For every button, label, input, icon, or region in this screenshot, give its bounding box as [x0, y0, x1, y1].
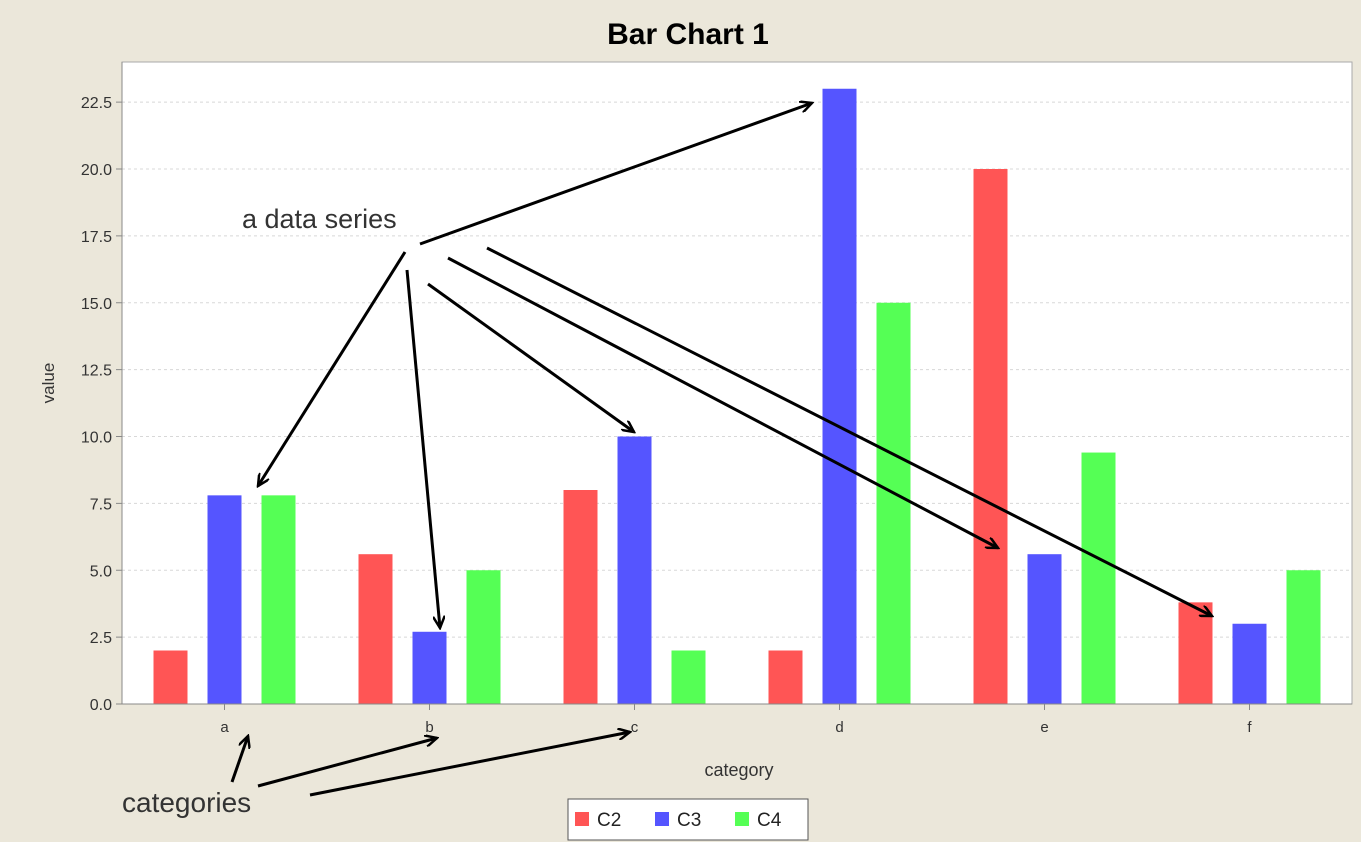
x-tick-label: d: [835, 719, 843, 736]
y-tick-label: 7.5: [90, 496, 112, 513]
y-axis-label: value: [39, 363, 58, 404]
y-tick-label: 5.0: [90, 563, 112, 580]
y-tick-label: 2.5: [90, 630, 112, 647]
bar-C3-e: [1027, 554, 1062, 704]
bar-C4-e: [1081, 452, 1116, 704]
bars-layer: [153, 88, 1321, 704]
x-tick-label: b: [425, 719, 433, 736]
bar-C4-f: [1286, 570, 1321, 704]
series-arrow: [427, 282, 634, 432]
bar-C4-a: [261, 495, 296, 704]
legend: C2 C3 C4: [567, 798, 809, 841]
data-series-annotation: a data series: [242, 204, 397, 234]
grid-lines: [122, 101, 1352, 638]
legend-label-C2: C2: [597, 810, 621, 831]
bar-C2-a: [153, 650, 188, 704]
x-tick-label: e: [1040, 719, 1048, 736]
bar-C2-f: [1178, 602, 1213, 704]
bar-C4-b: [466, 570, 501, 704]
bar-C3-b: [412, 631, 447, 704]
y-tick-label: 12.5: [81, 363, 112, 380]
category-arrow: [257, 738, 437, 788]
bar-C2-b: [358, 554, 393, 704]
y-tick-label: 15.0: [81, 296, 112, 313]
bar-C4-d: [876, 302, 911, 704]
x-axis: a b c d e f: [122, 703, 1352, 736]
bar-C3-f: [1232, 623, 1267, 704]
y-tick-label: 10.0: [81, 430, 112, 447]
bar-C3-a: [207, 495, 242, 704]
categories-annotation: categories: [122, 787, 251, 818]
x-axis-label: category: [704, 760, 773, 780]
bar-C4-c: [671, 650, 706, 704]
y-tick-label: 20.0: [81, 162, 112, 179]
series-arrow: [405, 269, 440, 628]
bar-C3-d: [822, 88, 857, 704]
series-arrow: [486, 246, 1212, 618]
bar-C2-e: [973, 169, 1008, 704]
chart-title: Bar Chart 1: [607, 18, 769, 51]
bar-C2-c: [563, 490, 598, 704]
x-tick-label: a: [220, 719, 229, 736]
x-tick-label: c: [631, 719, 639, 736]
y-tick-label: 0.0: [90, 697, 112, 714]
bar-C2-d: [768, 650, 803, 704]
legend-label-C4: C4: [757, 810, 782, 831]
y-axis: 0.0 2.5 5.0 7.5 10.0 12.5 15.0 17.5 20.0 22.5: [81, 62, 123, 714]
legend-label-C3: C3: [677, 810, 701, 831]
y-tick-label: 17.5: [81, 229, 112, 246]
series-arrow: [447, 256, 998, 550]
legend-swatch-C3: [655, 812, 669, 826]
series-arrow: [258, 251, 407, 486]
bar-C3-c: [617, 436, 652, 704]
category-arrow: [309, 732, 630, 797]
legend-swatch-C4: [735, 812, 749, 826]
y-tick-label: 22.5: [81, 95, 112, 112]
plot-area: [121, 61, 1353, 705]
category-arrow: [230, 736, 248, 783]
series-arrow: [419, 103, 812, 246]
x-tick-label: f: [1247, 719, 1252, 736]
legend-swatch-C2: [575, 812, 589, 826]
legend-box: [567, 798, 809, 841]
annotation-arrows: [230, 103, 1212, 797]
